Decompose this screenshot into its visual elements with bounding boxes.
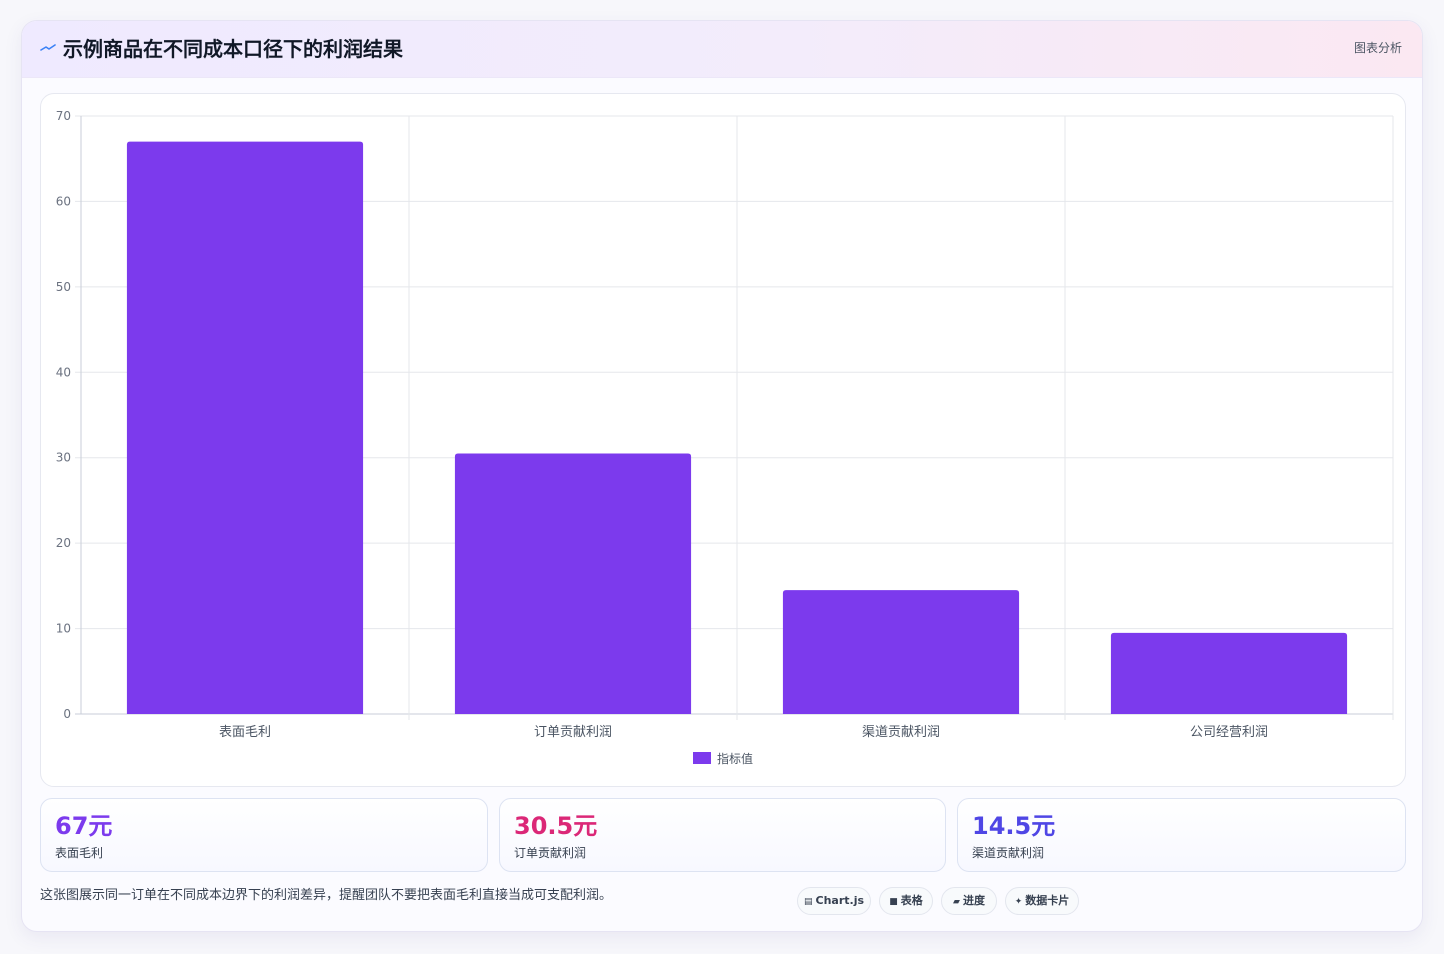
y-tick-label: 30 [56, 451, 71, 465]
chip-table[interactable]: ■ 表格 [879, 887, 933, 915]
chart-description: 这张图展示同一订单在不同成本边界下的利润差异，提醒团队不要把表面毛利直接当成可支… [40, 888, 613, 903]
table-icon: ■ [889, 897, 898, 907]
stat-value: 67元 [55, 812, 113, 840]
x-tick-label: 渠道贡献利润 [862, 725, 940, 740]
y-tick-label: 50 [56, 280, 71, 294]
stat-card: 14.5元 渠道贡献利润 [957, 798, 1406, 872]
chart-panel: 0 10 20 30 40 50 60 70 表面毛利 订单贡献利润 渠道贡献利润 公司经营利润指标值 [40, 93, 1406, 787]
stat-label: 表面毛利 [55, 846, 104, 860]
progress-icon: ▰ [953, 897, 960, 907]
stat-cards: 67元 表面毛利 30.5元 订单贡献利润 14.5元 渠道贡献利润 [40, 798, 1406, 872]
x-tick-label: 公司经营利润 [1190, 725, 1268, 740]
y-tick-label: 40 [56, 365, 71, 379]
y-tick-label: 10 [56, 622, 71, 636]
stat-card: 67元 表面毛利 [40, 798, 488, 872]
chip-progress[interactable]: ▰ 进度 [941, 887, 997, 915]
legend-label: 指标值 [717, 751, 753, 766]
y-tick-label: 70 [56, 109, 71, 123]
y-tick-label: 20 [56, 536, 71, 550]
trend-line-icon [40, 44, 56, 51]
stat-value: 14.5元 [972, 812, 1056, 840]
stat-label: 订单贡献利润 [514, 846, 587, 860]
chart-icon: ▤ [803, 897, 813, 907]
chip-label: Chart.js [815, 894, 865, 907]
chip-label: 进度 [962, 894, 985, 907]
x-tick-label: 订单贡献利润 [534, 725, 612, 740]
chip-data-cards[interactable]: ✦ 数据卡片 [1005, 887, 1079, 915]
stat-card: 30.5元 订单贡献利润 [499, 798, 946, 872]
report-card: 示例商品在不同成本口径下的利润结果 图表分析 0 10 20 30 40 50 60 70 表面… [21, 20, 1423, 932]
bar [126, 141, 364, 715]
y-tick-label: 0 [63, 707, 71, 721]
chart-analysis-link[interactable]: 图表分析 [1353, 41, 1402, 55]
sparkle-icon: ✦ [1014, 897, 1023, 907]
x-tick-label: 表面毛利 [219, 725, 271, 740]
stat-label: 渠道贡献利润 [972, 846, 1045, 860]
legend-swatch [693, 752, 711, 764]
bar [454, 453, 692, 714]
chip-chartjs[interactable]: ▤ Chart.js [797, 887, 871, 915]
stat-value: 30.5元 [514, 812, 598, 840]
y-tick-label: 60 [56, 194, 71, 208]
bar [1110, 632, 1348, 714]
card-header: 示例商品在不同成本口径下的利润结果 图表分析 [22, 21, 1422, 78]
page-title: 示例商品在不同成本口径下的利润结果 [63, 37, 403, 61]
chip-label: 数据卡片 [1025, 894, 1070, 907]
bar [782, 590, 1020, 714]
chip-label: 表格 [900, 894, 923, 907]
